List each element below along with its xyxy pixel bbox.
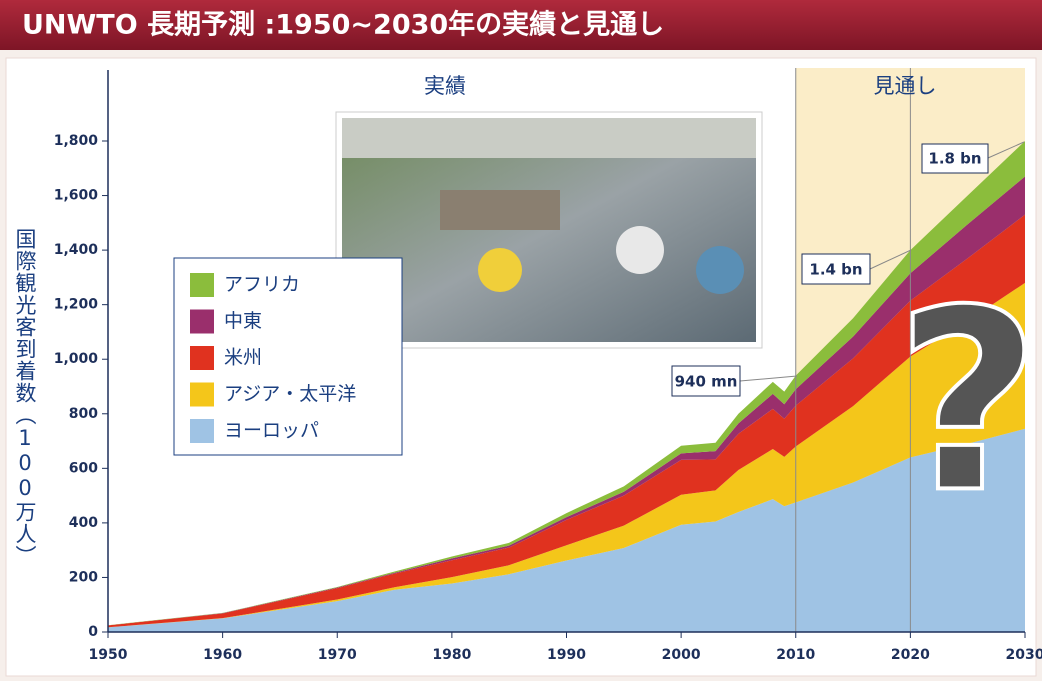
y-tick-label: 600: [69, 460, 98, 476]
forecast-mark: ?: [895, 256, 1040, 547]
legend-label: ヨーロッパ: [224, 420, 319, 442]
x-tick-label: 2020: [891, 647, 930, 663]
period-label: 実績: [424, 74, 466, 98]
x-tick-label: 2000: [662, 647, 701, 663]
x-tick-label: 2030: [1006, 647, 1042, 663]
chart-title: UNWTO 長期予測 :1950~2030年の実績と見通し: [22, 9, 664, 41]
legend-label: アフリカ: [224, 274, 300, 296]
y-tick-label: 200: [69, 569, 98, 585]
y-tick-label: 800: [69, 406, 98, 422]
y-axis-label: 国際観光客到着数（100万人）: [10, 228, 40, 558]
legend-swatch: [190, 310, 214, 334]
x-tick-label: 1970: [318, 647, 357, 663]
x-tick-label: 1960: [203, 647, 242, 663]
annotation-text: 940 mn: [675, 373, 738, 391]
chart: UNWTO 長期予測 :1950~2030年の実績と見通し 0 200 400 600…: [0, 0, 1042, 681]
legend-swatch: [190, 346, 214, 370]
y-tick-label: 1,600: [54, 188, 99, 204]
period-label: 見通し: [874, 74, 937, 98]
y-tick-label: 0: [88, 624, 98, 640]
y-tick-label: 1,200: [54, 297, 99, 313]
legend-label: 米州: [224, 347, 262, 369]
legend-swatch: [190, 383, 214, 407]
x-tick-label: 2010: [776, 647, 815, 663]
x-tick-label: 1950: [89, 647, 128, 663]
x-tick-label: 1980: [432, 647, 471, 663]
legend-label: 中東: [224, 310, 262, 332]
page: UNWTO 長期予測 :1950~2030年の実績と見通し 0 200 400 600…: [0, 0, 1042, 681]
y-tick-label: 1,800: [54, 133, 99, 149]
y-tick-label: 400: [69, 515, 98, 531]
legend-swatch: [190, 419, 214, 443]
y-tick-label: 1,000: [54, 351, 99, 367]
y-tick-label: 1,400: [54, 242, 99, 258]
annotation-text: 1.4 bn: [809, 261, 862, 279]
legend-swatch: [190, 273, 214, 297]
x-tick-label: 1990: [547, 647, 586, 663]
annotation-text: 1.8 bn: [928, 150, 981, 168]
legend-label: アジア・太平洋: [224, 383, 356, 405]
